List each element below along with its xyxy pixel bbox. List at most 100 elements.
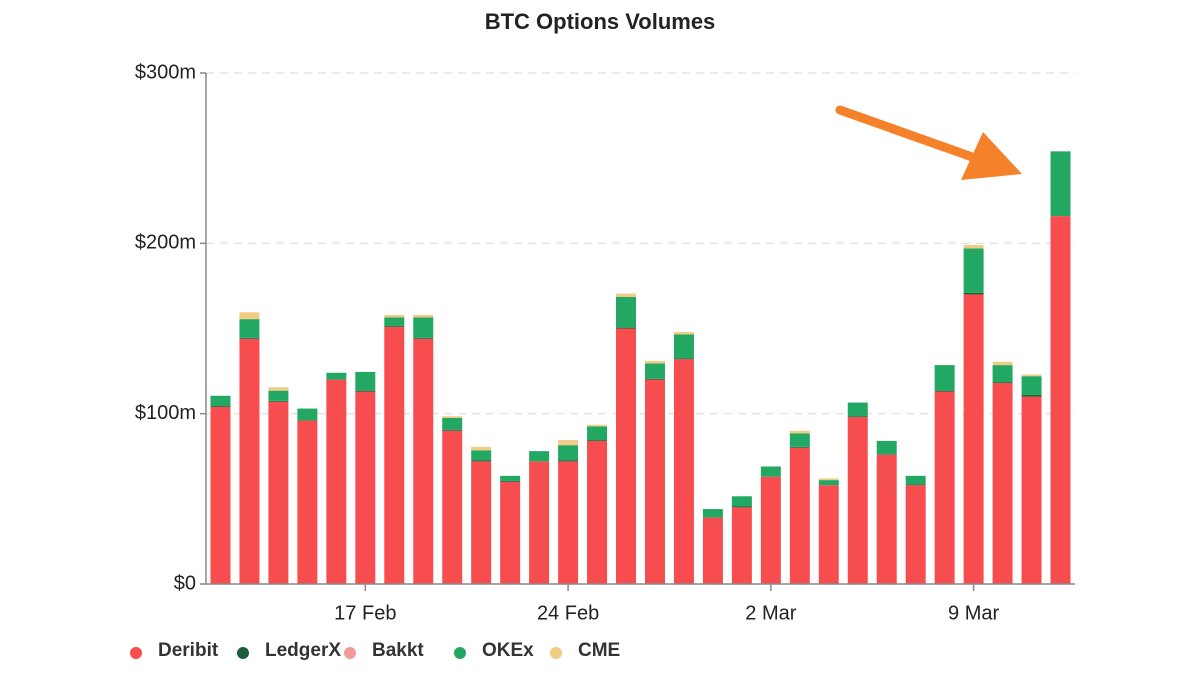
bar-segment <box>818 480 839 486</box>
bar-segment <box>558 440 579 446</box>
y-tick-label: $0 <box>174 572 196 594</box>
bar-segment <box>558 461 579 584</box>
bar-segment <box>789 433 810 447</box>
bar-segment <box>644 363 665 379</box>
bar-segment <box>529 451 550 462</box>
bar-segment <box>847 417 868 584</box>
bar-segment <box>1021 394 1042 397</box>
bar-segment <box>210 395 231 407</box>
bar-segment <box>818 485 839 584</box>
bar-segment <box>1050 216 1071 584</box>
legend-label: CME <box>578 640 620 661</box>
bar-segment <box>789 447 810 584</box>
bar-segment <box>876 454 897 584</box>
bar-segment <box>442 430 463 584</box>
bar-segment <box>210 406 231 407</box>
arrow-annotation <box>835 105 1022 180</box>
bar-segment <box>413 317 434 338</box>
y-tick-label: $200m <box>135 232 196 254</box>
bar-segment <box>731 507 752 584</box>
bar-segment <box>587 440 608 584</box>
bar-segment <box>268 400 289 402</box>
x-tick-label: 2 Mar <box>745 602 796 624</box>
bar-segment <box>384 325 405 327</box>
bar-segment <box>616 296 637 328</box>
bar-segment <box>471 450 492 461</box>
bar-segment <box>239 319 260 338</box>
legend-label: Deribit <box>158 640 219 661</box>
bar-segment <box>731 496 752 507</box>
bar-segment <box>355 371 376 391</box>
bar-segment <box>1021 376 1042 395</box>
bar-segment <box>413 337 434 339</box>
bar-segment <box>673 334 694 359</box>
x-tick-label: 24 Feb <box>537 602 599 624</box>
arrow-shaft <box>835 105 980 163</box>
bar-segment <box>210 406 231 584</box>
bar-segment <box>905 485 926 584</box>
bar-segment <box>471 460 492 462</box>
bar-segment <box>934 390 955 392</box>
bar-segment <box>847 416 868 418</box>
bar-segment <box>644 379 665 584</box>
bar-segment <box>355 391 376 584</box>
x-tick-label: 17 Feb <box>334 602 396 624</box>
bar-segment <box>297 420 318 584</box>
bar-segment <box>702 509 723 518</box>
legend-swatch <box>130 647 142 659</box>
bar-segment <box>355 390 376 392</box>
bar-segment <box>905 484 926 486</box>
bar-segment <box>1050 151 1071 217</box>
bar-segment <box>616 293 637 297</box>
bar-segment <box>934 391 955 584</box>
bar-segment <box>558 460 579 462</box>
bar-segment <box>529 461 550 584</box>
bar-segment <box>239 337 260 339</box>
bar-segment <box>442 417 463 430</box>
bar-segment <box>905 475 926 485</box>
bar-segment <box>992 365 1013 383</box>
bar-segment <box>500 480 521 482</box>
bar-segment <box>587 426 608 441</box>
bars <box>210 151 1071 584</box>
bar-segment <box>760 466 781 477</box>
legend: Deribit LedgerX Bakkt OKEx CME <box>130 640 620 661</box>
legend-label: Bakkt <box>372 640 424 661</box>
bar-segment <box>673 358 694 360</box>
bar-segment <box>268 390 289 401</box>
bar-segment <box>500 481 521 584</box>
bar-segment <box>616 328 637 584</box>
bar-segment <box>587 424 608 427</box>
arrow-head <box>961 132 1022 180</box>
x-tick-label: 9 Mar <box>948 602 999 624</box>
bar-segment <box>1021 374 1042 377</box>
bar-segment <box>992 361 1013 366</box>
bar-segment <box>442 416 463 418</box>
bar-segment <box>471 446 492 451</box>
bar-segment <box>847 402 868 417</box>
legend-label: OKEx <box>482 640 534 661</box>
legend-swatch <box>344 647 356 659</box>
bar-segment <box>268 401 289 584</box>
bar-segment <box>297 408 318 421</box>
bar-segment <box>963 245 984 249</box>
bar-segment <box>702 517 723 584</box>
y-tick-label: $300m <box>135 61 196 83</box>
y-tick-label: $100m <box>135 402 196 424</box>
bar-segment <box>731 506 752 508</box>
bar-segment <box>413 338 434 584</box>
bar-segment <box>558 445 579 461</box>
bar-segment <box>644 378 665 380</box>
bar-segment <box>384 314 405 318</box>
bar-segment <box>587 440 608 441</box>
bar-segment <box>500 475 521 481</box>
bar-segment <box>384 326 405 584</box>
grid <box>206 72 1075 415</box>
bar-segment <box>760 476 781 584</box>
axes: $0 $100m $200m $300m 17 Feb 24 Feb 2 Mar 9 Mar <box>135 61 1075 624</box>
bar-segment <box>268 387 289 391</box>
bar-segment <box>673 359 694 584</box>
bar-segment <box>239 312 260 320</box>
bar-segment <box>239 338 260 584</box>
